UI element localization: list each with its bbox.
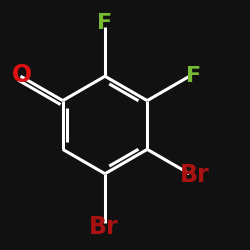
Text: Br: Br	[89, 215, 118, 239]
Text: F: F	[186, 66, 202, 86]
Text: F: F	[98, 13, 112, 33]
Text: O: O	[12, 63, 32, 87]
Text: Br: Br	[180, 163, 210, 187]
